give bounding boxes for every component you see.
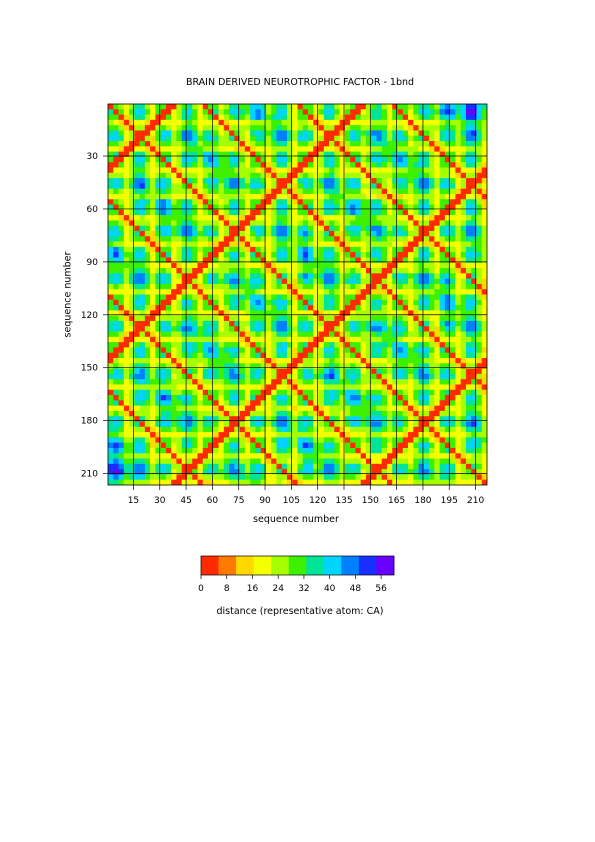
- colorbar-tick-label: 40: [324, 584, 336, 594]
- colorbar-tick-label: 16: [247, 584, 259, 594]
- x-tick-label: 90: [259, 496, 271, 506]
- colorbar-segment: [288, 556, 307, 575]
- y-tick-label: 120: [81, 311, 98, 321]
- y-tick-label: 180: [81, 417, 98, 427]
- colorbar-segment: [376, 556, 395, 575]
- y-tick-label: 150: [81, 364, 98, 374]
- x-tick-label: 45: [180, 496, 191, 506]
- colorbar-segment: [358, 556, 377, 575]
- y-tick-label: 90: [87, 258, 99, 268]
- colorbar-tick-label: 24: [272, 584, 284, 594]
- y-tick-label: 30: [87, 152, 99, 162]
- colorbar-tick-label: 48: [350, 584, 362, 594]
- colorbar-tick-label: 56: [375, 584, 387, 594]
- colorbar-tick-label: 32: [298, 584, 309, 594]
- colorbar-segment: [236, 556, 254, 575]
- y-axis: 30 60 90 120 150 180 210: [81, 152, 108, 480]
- x-tick-label: 105: [283, 496, 300, 506]
- colorbar-tick-label: 8: [224, 584, 230, 594]
- colorbar-segment: [253, 556, 272, 575]
- y-tick-label: 210: [81, 470, 98, 480]
- chart-title: BRAIN DERIVED NEUROTROPHIC FACTOR - 1bnd: [185, 77, 415, 88]
- x-tick-label: 120: [309, 496, 326, 506]
- y-axis-label: sequence number: [62, 251, 74, 338]
- x-tick-label: 180: [414, 496, 431, 506]
- y-tick-label: 60: [87, 205, 99, 215]
- x-axis-label: sequence number: [253, 514, 339, 525]
- x-tick-label: 150: [362, 496, 379, 506]
- x-tick-label: 60: [207, 496, 219, 506]
- x-tick-label: 75: [233, 496, 244, 506]
- x-tick-label: 195: [441, 496, 458, 506]
- heatmap-area: [108, 104, 487, 485]
- x-tick-label: 15: [128, 496, 139, 506]
- grid-lines: [108, 104, 487, 485]
- colorbar-segment: [341, 556, 360, 575]
- colorbar-tick-label: 0: [198, 584, 204, 594]
- colorbar-segment: [218, 556, 237, 575]
- x-tick-label: 165: [388, 496, 405, 506]
- x-tick-label: 30: [154, 496, 166, 506]
- colorbar-label: distance (representative atom: CA): [216, 606, 384, 617]
- x-tick-label: 135: [335, 496, 352, 506]
- colorbar-segment: [306, 556, 325, 575]
- colorbar-frame: [200, 555, 395, 576]
- colorbar-segment: [323, 556, 342, 575]
- x-axis: 15 30 45 60 75 90 105 120 135 150 165 180 195 210: [128, 485, 484, 506]
- x-tick-label: 210: [467, 496, 484, 506]
- colorbar-segment: [271, 556, 290, 575]
- colorbar-segment: [201, 556, 219, 575]
- plot-frame: [107, 103, 488, 486]
- colorbar: 0 8 16 24 32 40 48 56: [198, 555, 395, 594]
